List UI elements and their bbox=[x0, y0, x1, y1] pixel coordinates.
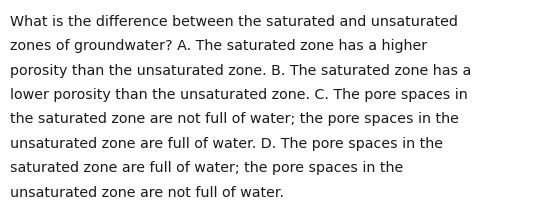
Text: unsaturated zone are not full of water.: unsaturated zone are not full of water. bbox=[10, 186, 284, 200]
Text: unsaturated zone are full of water. D. The pore spaces in the: unsaturated zone are full of water. D. T… bbox=[10, 137, 443, 151]
Text: lower porosity than the unsaturated zone. C. The pore spaces in: lower porosity than the unsaturated zone… bbox=[10, 88, 468, 102]
Text: What is the difference between the saturated and unsaturated: What is the difference between the satur… bbox=[10, 15, 458, 29]
Text: porosity than the unsaturated zone. B. The saturated zone has a: porosity than the unsaturated zone. B. T… bbox=[10, 64, 472, 78]
Text: saturated zone are full of water; the pore spaces in the: saturated zone are full of water; the po… bbox=[10, 161, 403, 175]
Text: the saturated zone are not full of water; the pore spaces in the: the saturated zone are not full of water… bbox=[10, 112, 459, 126]
Text: zones of groundwater? A. The saturated zone has a higher: zones of groundwater? A. The saturated z… bbox=[10, 39, 427, 53]
